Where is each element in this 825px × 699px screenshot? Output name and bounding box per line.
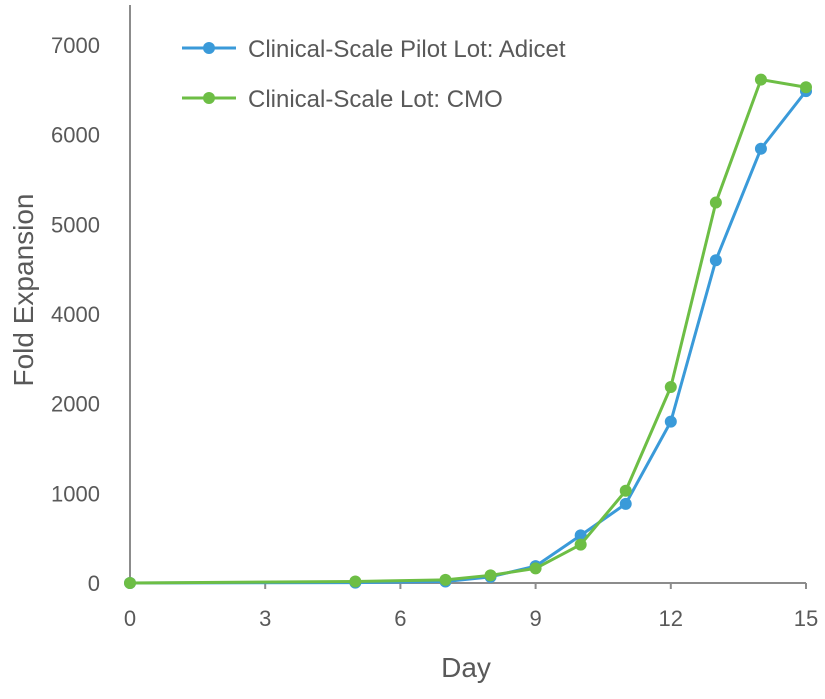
y-tick-label: 2000 [51,392,100,417]
x-tick-label: 15 [794,606,818,631]
y-tick-label: 4000 [51,302,100,327]
x-axis-ticks: 0 3 6 9 12 15 [124,583,818,631]
legend: Clinical-Scale Pilot Lot: Adicet Clinical… [182,36,566,113]
x-tick-label: 12 [659,606,683,631]
series-2-point [349,575,362,588]
series-2-point [574,538,587,551]
legend-label-2: Clinical-Scale Lot: CMO [248,86,503,113]
x-tick-label: 3 [259,606,271,631]
series-1-point [664,415,677,428]
series-1-point [574,529,587,542]
series-1-point [754,142,767,155]
y-tick-label: 1000 [51,481,100,506]
series-line-1 [129,90,808,585]
legend-marker-2 [203,92,215,104]
series-group [124,73,812,589]
series-2-point [709,196,722,209]
series-2-point [664,381,677,394]
series-1-point [709,254,722,267]
x-tick-label: 9 [529,606,541,631]
series-2-point [800,81,812,94]
x-tick-label: 6 [394,606,406,631]
series-2-point [529,562,542,575]
series-2-point [439,573,452,586]
series-1-point [619,497,632,510]
y-tick-label: 5000 [51,212,100,237]
series-2-point [619,484,632,497]
series-2-point [484,569,497,582]
y-tick-label: 7000 [51,33,100,58]
y-tick-label: 6000 [51,123,100,148]
y-axis-ticks: 0 1000 2000 4000 5000 6000 7000 [51,33,100,596]
y-axis-title: Fold Expansion [8,193,39,386]
x-axis-title: Day [441,652,491,683]
y-tick-label: 0 [88,571,100,596]
legend-label-1: Clinical-Scale Pilot Lot: Adicet [248,36,566,63]
x-tick-label: 0 [124,606,136,631]
legend-marker-1 [203,42,215,54]
series-2-point [754,73,767,86]
series-2-point [124,577,136,589]
series-line-2 [129,78,807,585]
